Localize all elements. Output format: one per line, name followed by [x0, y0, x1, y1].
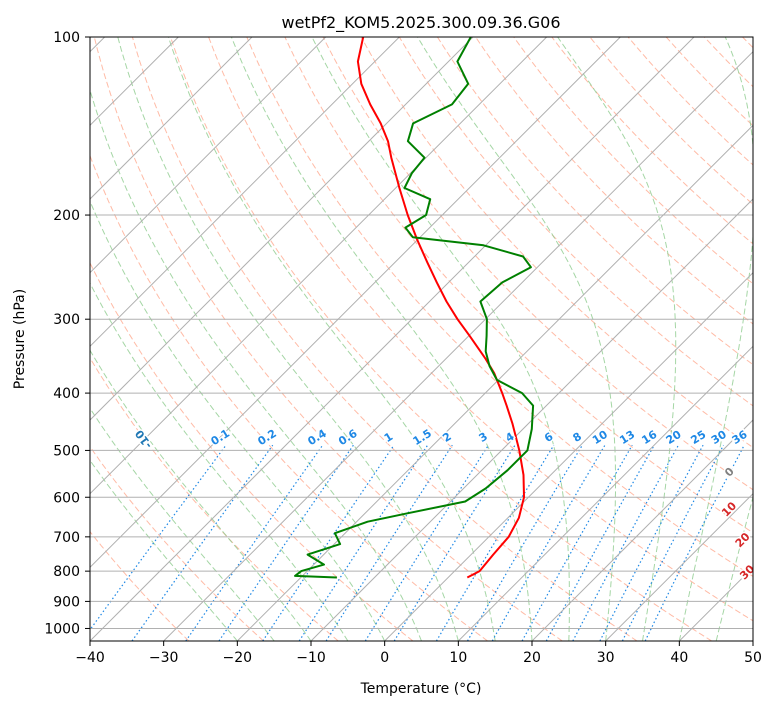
x-tick-label: 50 [744, 650, 762, 666]
y-tick-label: 700 [53, 530, 80, 546]
dry-adiabat-line [93, 37, 563, 641]
chart-title: wetPf2_KOM5.2025.300.09.36.G06 [281, 13, 560, 33]
mixing-ratio-line [364, 444, 490, 641]
grid-lines [90, 37, 753, 641]
x-tick-label: 40 [670, 650, 688, 666]
dry-adiabat-line [398, 37, 753, 407]
mixing-ratio-line [393, 444, 516, 641]
moist-adiabat-line [557, 37, 677, 641]
mixing-ratio-line [298, 444, 429, 641]
x-axis-title: Temperature (°C) [360, 681, 482, 697]
mixing-ratio-line [131, 444, 274, 641]
y-tick-label: 600 [53, 490, 80, 506]
x-tick-label: −40 [75, 650, 105, 666]
x-tick-label: −10 [296, 650, 326, 666]
isotherm-line [163, 50, 753, 641]
moist-adiabat-line [230, 37, 533, 641]
dry-adiabat-line [131, 37, 638, 641]
moist-adiabat-line [417, 37, 617, 641]
moist-adiabat-line [90, 88, 422, 641]
dry-adiabat-line [360, 37, 753, 449]
x-tick-label: −30 [149, 650, 179, 666]
dry-adiabat-line [90, 357, 339, 641]
dry-adiabat-line [436, 37, 753, 366]
moist-adiabat-line [90, 407, 275, 641]
dry-adiabat-line [208, 37, 753, 622]
x-tick-label: 30 [597, 650, 615, 666]
isotherm-line [605, 492, 753, 641]
isotherm-line [90, 37, 474, 421]
isotherm-line [531, 419, 753, 641]
plot-area: -100-90-80-70-60-50-40-30-20-100.10.20.4… [90, 37, 753, 641]
mixing-ratio-line [621, 444, 725, 641]
y-tick-label: 100 [53, 30, 80, 46]
sounding-trace-1 [356, 37, 525, 579]
moist-adiabat-line [90, 282, 349, 641]
background-curves [90, 37, 753, 641]
y-tick-label: 800 [53, 564, 80, 580]
moist-adiabat-line [117, 37, 459, 641]
isotherm-line [90, 37, 621, 569]
dry-adiabat-line [513, 37, 753, 285]
y-axis: 100 200 300 400 500 600 700 800 900 1000 [44, 30, 90, 637]
x-tick-label: 20 [523, 650, 541, 666]
mixing-ratio-line [644, 444, 745, 641]
y-tick-label: 500 [53, 443, 80, 459]
dry-adiabat-line [90, 154, 488, 641]
y-axis-title: Pressure (hPa) [12, 289, 28, 389]
x-tick-label: 0 [380, 650, 389, 666]
isotherm-line [90, 37, 253, 200]
moist-adiabat-line [90, 349, 312, 641]
x-tick-label: 10 [449, 650, 467, 666]
sounding-trace-2 [294, 37, 535, 579]
y-tick-label: 400 [53, 386, 80, 402]
x-axis: −40 −30 −20 −10 0 10 20 30 40 50 [75, 641, 762, 666]
mixing-ratio-line [262, 444, 395, 641]
x-tick-label: −20 [223, 650, 253, 666]
moist-adiabat-line [311, 37, 570, 641]
isotherm-line [90, 37, 400, 348]
moist-adiabat-line [167, 37, 496, 641]
isotherm-line [310, 198, 753, 641]
dry-adiabat-line [284, 37, 753, 534]
sounding-traces [294, 37, 535, 579]
isotherm-line [457, 345, 753, 641]
moist-adiabat-line [678, 37, 753, 641]
isotherm-line [384, 271, 753, 641]
plot-frame [89, 36, 754, 642]
isotherm-line [90, 37, 327, 274]
moist-adiabat-line [90, 459, 238, 641]
moist-adiabat-line [90, 200, 386, 641]
mixing-ratio-line [218, 444, 354, 641]
y-tick-label: 900 [53, 594, 80, 610]
isotherm-line [90, 37, 695, 641]
dry-adiabat-line [90, 530, 190, 641]
dry-adiabat-line [170, 37, 712, 641]
y-tick-label: 1000 [44, 621, 80, 637]
y-tick-label: 300 [53, 312, 80, 328]
isotherm-line [90, 37, 548, 495]
mixing-ratio-line [185, 444, 324, 641]
mixing-ratio-line [435, 444, 555, 641]
dry-adiabat-line [90, 445, 264, 641]
mixing-ratio-line [521, 444, 633, 641]
y-tick-label: 200 [53, 208, 80, 224]
dry-adiabat-line [246, 37, 753, 577]
mixing-ratio-line [325, 444, 453, 641]
mixing-ratio-line [545, 444, 655, 641]
mixing-ratio-lines [90, 444, 745, 641]
